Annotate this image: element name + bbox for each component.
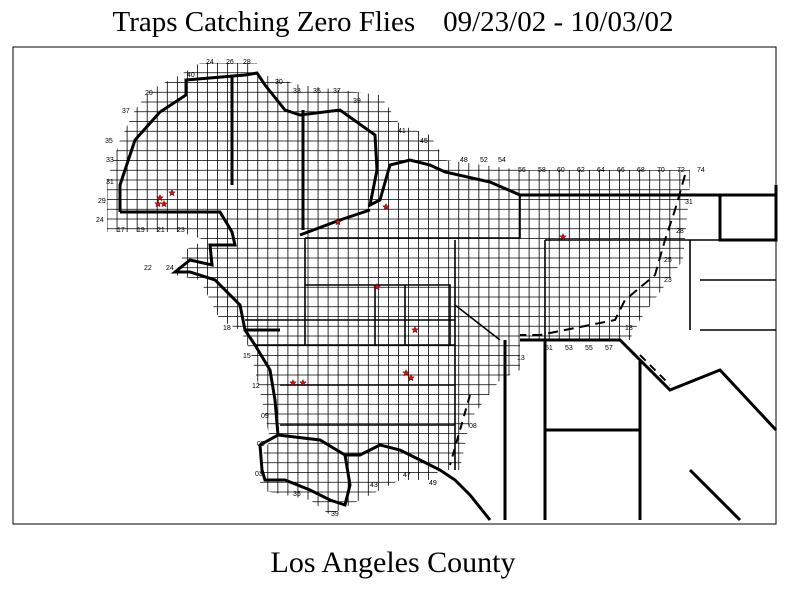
grid-label: 19 xyxy=(137,227,145,234)
dashed-boundary xyxy=(449,394,471,466)
star-icon xyxy=(334,217,342,226)
star-icon xyxy=(156,193,164,202)
grid-label: 43 xyxy=(370,482,378,489)
grid-label: 33 xyxy=(106,157,114,164)
grid-label: 41 xyxy=(398,128,406,135)
grid-label: 03 xyxy=(255,471,263,478)
grid-label: 21 xyxy=(157,227,165,234)
grid-label: 66 xyxy=(617,167,625,174)
grid-label: 62 xyxy=(577,167,585,174)
boundary-line xyxy=(520,338,778,432)
grid-label: 58 xyxy=(538,167,546,174)
boundary-line xyxy=(120,210,280,332)
grid-label: 64 xyxy=(597,167,605,174)
grid-labels: 24 26 28 30 33 35 37 39 41 45 48 52 54 56 58 60 62 64 66 68… xyxy=(96,59,705,518)
grid-label: 52 xyxy=(480,157,488,164)
boundary-line xyxy=(688,468,742,522)
boundary-line xyxy=(299,208,371,237)
grid-label: 56 xyxy=(518,167,526,174)
grid-label: 28 xyxy=(676,228,684,235)
road-line xyxy=(454,304,501,341)
boundary-line xyxy=(118,71,776,212)
road-line xyxy=(305,195,521,239)
boundary-line xyxy=(243,329,492,521)
grid-label: 26 xyxy=(226,59,234,66)
grid-label: 68 xyxy=(637,167,645,174)
grid-label: 29 xyxy=(98,198,106,205)
grid-label: 57 xyxy=(605,345,613,352)
map-title: Traps Catching Zero Flies 09/23/02 - 10/0… xyxy=(0,6,786,39)
grid-label: 45 xyxy=(420,138,428,145)
dashed-boundary xyxy=(520,174,686,336)
grid-label: 48 xyxy=(460,157,468,164)
grid-label: 12 xyxy=(252,383,260,390)
star-icon xyxy=(411,325,419,334)
grid-label: 35 xyxy=(105,138,113,145)
star-icon xyxy=(289,378,297,387)
grid-label: 35 xyxy=(293,491,301,498)
grid-label: 24 xyxy=(96,217,104,224)
boundary-line xyxy=(718,185,778,242)
boundary-line xyxy=(277,433,346,457)
grid-label: 39 xyxy=(353,98,361,105)
grid-label: 55 xyxy=(585,345,593,352)
grid-label: 40 xyxy=(187,72,195,79)
grid-label: 24 xyxy=(206,59,214,66)
star-icon xyxy=(402,368,410,377)
grid-label: 54 xyxy=(498,157,506,164)
grid-label: 28 xyxy=(243,59,251,66)
star-icon xyxy=(160,199,168,208)
grid-label: 05 xyxy=(257,441,265,448)
dashed-boundary xyxy=(639,354,671,386)
grid-label: 74 xyxy=(697,167,705,174)
grid-label: 31 xyxy=(106,179,114,186)
grid-label: 25 xyxy=(664,257,672,264)
grid-label: 18 xyxy=(625,325,633,332)
grid-label: 18 xyxy=(223,325,231,332)
grid-label: 72 xyxy=(677,167,685,174)
grid-label: 09 xyxy=(261,413,269,420)
grid-label: 51 xyxy=(545,345,553,352)
grid-label: 39 xyxy=(331,511,339,518)
grid-label: 24 xyxy=(166,265,174,272)
star-icon xyxy=(299,378,307,387)
trap-markers xyxy=(154,188,567,387)
grid-label: 22 xyxy=(144,265,152,272)
grid-label: 23 xyxy=(177,227,185,234)
grid-label: 70 xyxy=(657,167,665,174)
star-icon xyxy=(168,188,176,197)
grid-label: 15 xyxy=(243,353,251,360)
star-icon xyxy=(407,373,415,382)
grid-label: 20 xyxy=(145,90,153,97)
grid-label: 37 xyxy=(122,108,130,115)
grid-label: 35 xyxy=(313,88,321,95)
region-label: Los Angeles County xyxy=(270,546,516,579)
grid-label: 23 xyxy=(664,277,672,284)
grid-label: 37 xyxy=(333,88,341,95)
road-lines xyxy=(245,174,776,470)
grid-label: 08 xyxy=(469,423,477,430)
road-line xyxy=(305,284,451,345)
grid-label: 60 xyxy=(557,167,565,174)
grid-label: 31 xyxy=(685,199,693,206)
star-icon xyxy=(154,199,162,208)
boundary-lines xyxy=(118,71,778,522)
title-text: Traps Catching Zero Flies xyxy=(112,6,416,38)
grid-label: 49 xyxy=(429,480,437,487)
date-range: 09/23/02 - 10/03/02 xyxy=(443,6,674,38)
grid-label: 17 xyxy=(117,227,125,234)
grid-label: 33 xyxy=(293,88,301,95)
grid-label: 53 xyxy=(565,345,573,352)
grid-label: 47 xyxy=(403,472,411,479)
star-icon xyxy=(559,232,567,241)
grid-label: 30 xyxy=(275,79,283,86)
star-icon xyxy=(373,282,381,291)
grid-label: 13 xyxy=(517,355,525,362)
star-icon xyxy=(382,202,390,211)
map-frame xyxy=(12,46,777,525)
